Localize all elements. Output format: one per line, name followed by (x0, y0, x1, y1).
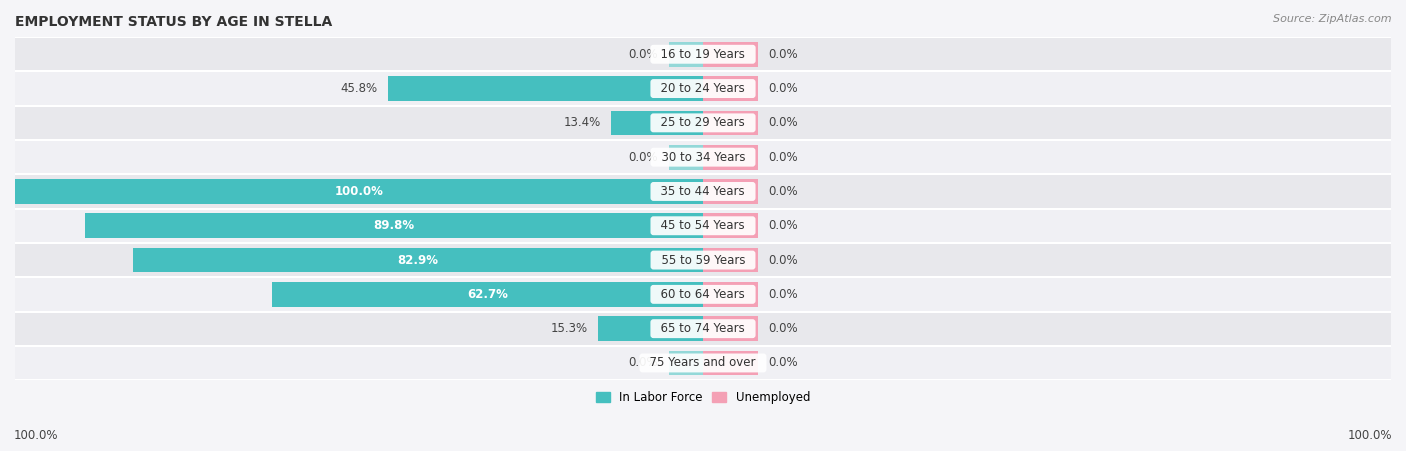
Text: 0.0%: 0.0% (628, 48, 658, 61)
Bar (388, 76, 703, 101)
Bar (598, 316, 703, 341)
Bar (271, 282, 703, 307)
Bar (15, 312, 1391, 346)
Bar (15, 37, 1391, 71)
Text: 45 to 54 Years: 45 to 54 Years (654, 219, 752, 232)
Bar (703, 42, 758, 67)
Text: 20 to 24 Years: 20 to 24 Years (654, 82, 752, 95)
Text: 100.0%: 100.0% (1347, 429, 1392, 442)
Bar (703, 213, 758, 238)
Text: 16 to 19 Years: 16 to 19 Years (654, 48, 752, 61)
Bar (15, 277, 1391, 312)
Text: 82.9%: 82.9% (398, 253, 439, 267)
Bar (669, 145, 703, 170)
Legend: In Labor Force, Unemployed: In Labor Force, Unemployed (591, 386, 815, 409)
Text: 62.7%: 62.7% (467, 288, 508, 301)
Text: 0.0%: 0.0% (768, 185, 799, 198)
Text: 0.0%: 0.0% (768, 219, 799, 232)
Bar (703, 110, 758, 135)
Text: 0.0%: 0.0% (768, 322, 799, 335)
Text: 0.0%: 0.0% (768, 151, 799, 164)
Bar (132, 248, 703, 272)
Text: 0.0%: 0.0% (768, 116, 799, 129)
Bar (703, 179, 758, 204)
Bar (15, 140, 1391, 175)
Text: EMPLOYMENT STATUS BY AGE IN STELLA: EMPLOYMENT STATUS BY AGE IN STELLA (15, 15, 332, 29)
Bar (669, 350, 703, 375)
Text: 89.8%: 89.8% (374, 219, 415, 232)
Text: 60 to 64 Years: 60 to 64 Years (654, 288, 752, 301)
Bar (15, 71, 1391, 106)
Text: 65 to 74 Years: 65 to 74 Years (654, 322, 752, 335)
Bar (15, 179, 703, 204)
Text: 100.0%: 100.0% (14, 429, 59, 442)
Text: 100.0%: 100.0% (335, 185, 384, 198)
Text: 0.0%: 0.0% (628, 151, 658, 164)
Bar (703, 316, 758, 341)
Bar (703, 76, 758, 101)
Text: 35 to 44 Years: 35 to 44 Years (654, 185, 752, 198)
Text: 0.0%: 0.0% (628, 356, 658, 369)
Text: Source: ZipAtlas.com: Source: ZipAtlas.com (1274, 14, 1392, 23)
Bar (703, 282, 758, 307)
Text: 0.0%: 0.0% (768, 48, 799, 61)
Bar (15, 106, 1391, 140)
Text: 15.3%: 15.3% (550, 322, 588, 335)
Bar (703, 350, 758, 375)
Text: 0.0%: 0.0% (768, 288, 799, 301)
Text: 0.0%: 0.0% (768, 356, 799, 369)
Bar (15, 243, 1391, 277)
Bar (669, 42, 703, 67)
Text: 0.0%: 0.0% (768, 82, 799, 95)
Text: 75 Years and over: 75 Years and over (643, 356, 763, 369)
Bar (86, 213, 703, 238)
Bar (15, 175, 1391, 209)
Text: 13.4%: 13.4% (564, 116, 600, 129)
Bar (610, 110, 703, 135)
Text: 55 to 59 Years: 55 to 59 Years (654, 253, 752, 267)
Bar (703, 145, 758, 170)
Text: 25 to 29 Years: 25 to 29 Years (654, 116, 752, 129)
Text: 0.0%: 0.0% (768, 253, 799, 267)
Text: 45.8%: 45.8% (340, 82, 378, 95)
Bar (15, 209, 1391, 243)
Bar (15, 346, 1391, 380)
Text: 30 to 34 Years: 30 to 34 Years (654, 151, 752, 164)
Bar (703, 248, 758, 272)
